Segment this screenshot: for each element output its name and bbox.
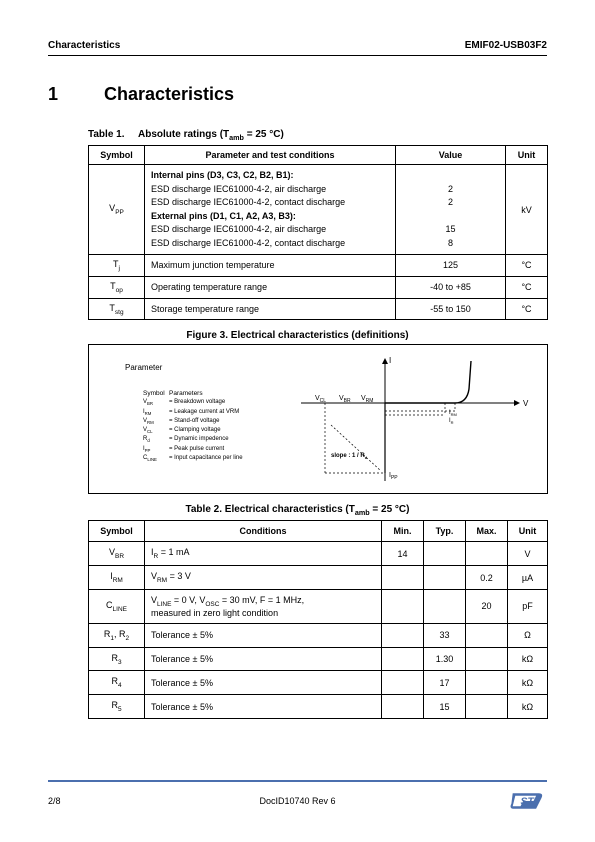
svg-text:V: V [523, 399, 529, 408]
figure3-legend: Symbol Parameters VBR= Breakdown voltage… [143, 389, 243, 463]
figure3-box: Parameter Symbol Parameters VBR= Breakdo… [88, 344, 548, 494]
table-row: VBRIR = 1 mA14V [89, 542, 548, 566]
section-title: 1 Characteristics [48, 84, 547, 105]
table2-caption: Table 2. Electrical characteristics (Tam… [48, 504, 547, 517]
figure3-caption: Figure 3. Electrical characteristics (de… [48, 330, 547, 341]
th-symbol: Symbol [89, 146, 145, 165]
table-row: VPP Internal pins (D3, C3, C2, B2, B1):E… [89, 165, 548, 255]
svg-text:IRM: IRM [449, 410, 457, 417]
table-header-row: Symbol Parameter and test conditions Val… [89, 146, 548, 165]
th-param: Parameter and test conditions [145, 146, 396, 165]
table-row: R1, R2Tolerance ± 5%33Ω [89, 623, 548, 647]
svg-text:slope : 1 / Rd: slope : 1 / Rd [331, 453, 368, 460]
table-row: IRMVRM = 3 V0.2µA [89, 566, 548, 590]
figure3-chart: I V VCL VBR VRM IRM IR IPP slope : 1 / R… [295, 353, 535, 487]
page-footer: 2/8 DocID10740 Rev 6 ST [48, 780, 547, 814]
header-right: EMIF02-USB03F2 [465, 40, 547, 51]
svg-text:IPP: IPP [389, 472, 398, 481]
svg-text:I: I [389, 356, 391, 365]
footer-docid: DocID10740 Rev 6 [48, 796, 547, 806]
table-row: R4Tolerance ± 5%17kΩ [89, 671, 548, 695]
th-value: Value [396, 146, 506, 165]
th-unit: Unit [506, 146, 548, 165]
svg-text:IR: IR [449, 418, 454, 425]
table-row: R5Tolerance ± 5%15kΩ [89, 695, 548, 719]
cell-param: Internal pins (D3, C3, C2, B2, B1):ESD d… [145, 165, 396, 255]
table-row: R3Tolerance ± 5%1.30kΩ [89, 647, 548, 671]
table-row: Tj Maximum junction temperature 125 °C [89, 255, 548, 277]
section-number: 1 [48, 84, 104, 105]
header-left: Characteristics [48, 40, 120, 51]
table1-caption: Table 1. Absolute ratings (Tamb = 25 °C) [88, 129, 547, 142]
table-row: CLINEVLINE = 0 V, VOSC = 30 mV, F = 1 MH… [89, 589, 548, 623]
table-row: Tstg Storage temperature range -55 to 15… [89, 298, 548, 320]
figure3-param-label: Parameter [125, 363, 162, 372]
cell-value: 22 158 [396, 165, 506, 255]
table2: Symbol Conditions Min. Typ. Max. Unit VB… [88, 520, 548, 719]
cell-unit: kV [506, 165, 548, 255]
table-row: Top Operating temperature range -40 to +… [89, 276, 548, 298]
table-header-row: Symbol Conditions Min. Typ. Max. Unit [89, 521, 548, 542]
cell-symbol: VPP [89, 165, 145, 255]
section-heading: Characteristics [104, 84, 234, 105]
page-header: Characteristics EMIF02-USB03F2 [48, 40, 547, 56]
table1: Symbol Parameter and test conditions Val… [88, 145, 548, 320]
